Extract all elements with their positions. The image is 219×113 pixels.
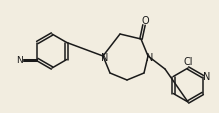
Text: N: N bbox=[203, 71, 210, 81]
Text: N: N bbox=[101, 53, 109, 62]
Text: Cl: Cl bbox=[183, 56, 193, 66]
Text: N: N bbox=[146, 53, 154, 62]
Text: N: N bbox=[16, 55, 23, 64]
Text: O: O bbox=[141, 16, 149, 26]
